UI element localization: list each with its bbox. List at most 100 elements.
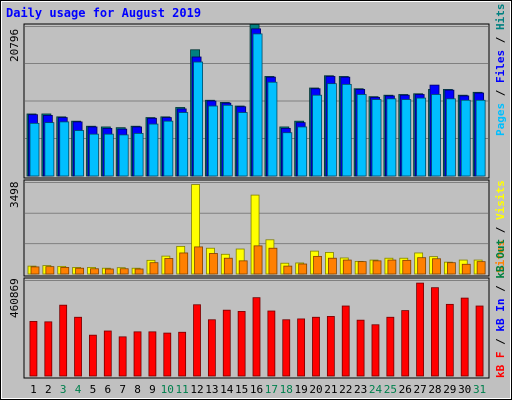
bar-sites (402, 259, 412, 275)
x-tick-label: 11 (176, 383, 189, 396)
bar-pages (59, 121, 70, 177)
bar-sites (298, 263, 308, 275)
bar-kbytes (207, 319, 216, 377)
x-tick-label: 30 (458, 383, 471, 396)
x-tick-label: 24 (369, 383, 383, 396)
bar-sites (75, 267, 85, 275)
bar-pages (475, 99, 486, 177)
legend-entry: / (494, 332, 507, 352)
legend-entry: kB In (494, 299, 507, 332)
x-tick-label: 25 (384, 383, 397, 396)
bar-kbytes (89, 334, 97, 377)
bar-pages (267, 81, 278, 177)
x-tick-label: 22 (339, 383, 352, 396)
bar-sites (342, 259, 352, 275)
bar-sites (283, 265, 293, 275)
x-tick-label: 2 (45, 383, 52, 396)
bar-kbytes (193, 304, 201, 377)
y-max-label-hits: 20796 (8, 29, 21, 62)
x-tick-label: 26 (399, 383, 412, 396)
bar-sites (238, 260, 248, 275)
bar-pages (312, 94, 322, 177)
bar-sites (372, 260, 382, 275)
x-tick-label: 8 (134, 383, 141, 396)
bar-pages (178, 112, 189, 177)
x-tick-label: 1 (30, 383, 37, 396)
x-axis-labels: 1 2 3 4 5 6 7 8 9 10 11 12 13 14 15 16 17 18 19 20 21 22 23 24 2… (30, 383, 486, 396)
bar-pages (401, 99, 412, 177)
bar-kbytes (118, 336, 127, 377)
bar-pages (386, 98, 397, 177)
bar-pages (460, 99, 471, 177)
legend-entry: / (494, 30, 507, 50)
x-tick-label: 13 (205, 383, 218, 396)
bar-kbytes (356, 319, 365, 377)
bar-sites (104, 268, 114, 275)
bar-pages (103, 133, 114, 177)
x-tick-label: 3 (60, 383, 67, 396)
bar-kbytes (133, 331, 142, 377)
x-tick-label: 10 (161, 383, 174, 396)
x-tick-label: 5 (90, 383, 97, 396)
bar-pages (237, 112, 248, 177)
x-tick-label: 18 (280, 383, 293, 396)
legend-entry: / (494, 279, 507, 299)
bar-kbytes (416, 282, 424, 377)
bar-pages (341, 83, 352, 177)
bar-kbytes (267, 310, 276, 377)
legend-entry: / (494, 220, 507, 240)
bar-kbytes (59, 304, 68, 377)
legend-entry: Hits (494, 4, 507, 31)
bar-pages (371, 99, 382, 177)
bar-kbytes (237, 311, 246, 377)
bar-pages (163, 120, 174, 177)
bar-kbytes (282, 319, 291, 377)
bar-sites (30, 266, 40, 275)
bar-pages (252, 33, 263, 177)
bar-sites (134, 268, 144, 275)
legend-entry: Pages (494, 103, 507, 136)
legend-entry: Files (494, 50, 507, 83)
bar-kbytes (445, 303, 454, 377)
legend-visits: Sites / Visits (494, 180, 507, 273)
bar-sites (149, 262, 159, 275)
bar-pages (356, 94, 367, 177)
bar-sites (476, 261, 486, 275)
bar-kbytes (74, 316, 82, 377)
x-tick-label: 12 (190, 383, 203, 396)
x-tick-label: 23 (354, 383, 367, 396)
bar-sites (461, 263, 471, 275)
bar-pages (327, 83, 337, 177)
bar-kbytes (148, 331, 157, 377)
legend-kbytes: kB F / kB In / kB Out (494, 239, 507, 378)
x-tick-label: 7 (119, 383, 126, 396)
legend-entry: Sites (494, 240, 507, 273)
bar-sites (357, 261, 367, 275)
bar-sites (446, 262, 456, 275)
bar-kbytes (460, 297, 469, 377)
bar-kbytes (341, 305, 350, 377)
legend-entry: kB F (494, 352, 507, 379)
bar-kbytes (371, 324, 380, 377)
bar-sites (387, 259, 397, 275)
bar-sites (223, 257, 233, 275)
bar-kbytes (401, 310, 410, 377)
bar-pages (89, 133, 99, 177)
bar-kbytes (326, 316, 335, 377)
bar-sites (194, 246, 203, 275)
legend-hits: Pages / Files / Hits (494, 4, 507, 137)
bar-sites (179, 252, 189, 275)
x-tick-label: 9 (149, 383, 156, 396)
bar-pages (44, 122, 55, 177)
bar-sites (209, 253, 218, 275)
bar-pages (431, 94, 441, 177)
x-tick-label: 19 (294, 383, 307, 396)
bar-kbytes (222, 309, 231, 377)
legend-entry: Visits (494, 180, 507, 220)
bar-kbytes (297, 318, 306, 377)
y-max-label-kbytes: 460869 (8, 278, 21, 318)
bar-sites (417, 257, 427, 275)
bar-kbytes (163, 332, 172, 377)
bar-pages (148, 123, 159, 177)
